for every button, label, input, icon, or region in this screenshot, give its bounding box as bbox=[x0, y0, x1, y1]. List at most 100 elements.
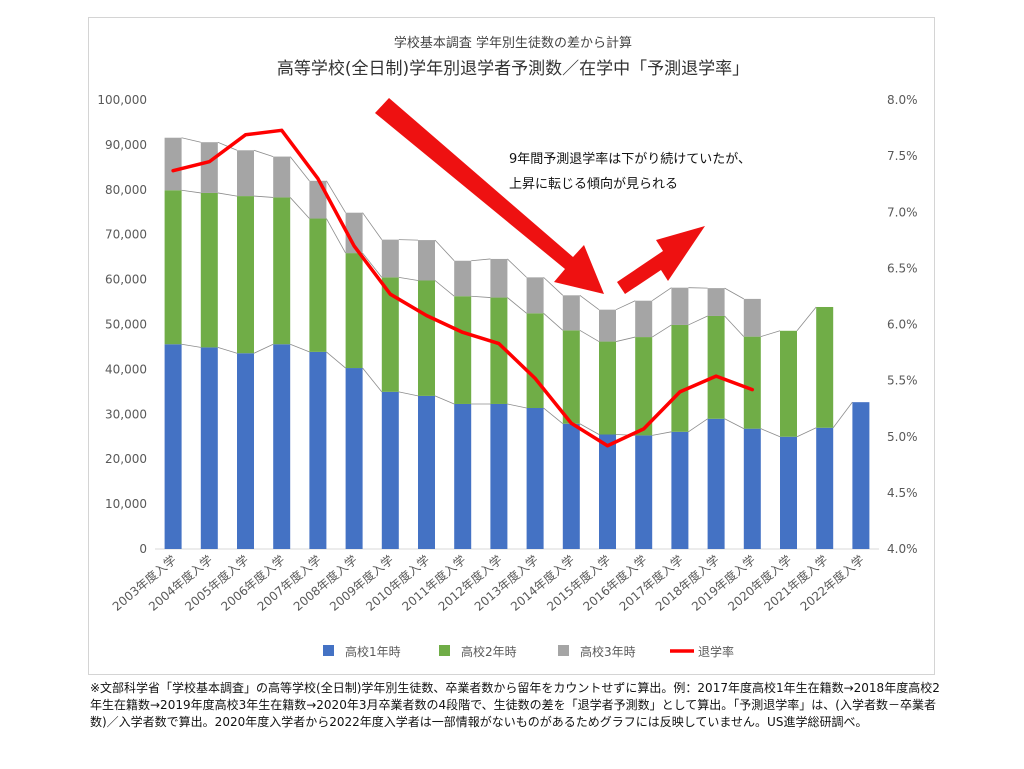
x-axis-tick-label: 2012年度入学 bbox=[435, 552, 505, 614]
bar-second-year bbox=[381, 277, 399, 392]
x-axis-tick-label: 2011年度入学 bbox=[399, 552, 469, 614]
series-connector bbox=[398, 276, 419, 281]
dropout-rate-line bbox=[171, 128, 755, 448]
series-connector bbox=[832, 401, 853, 429]
x-axis-tick-label: 2003年度入学 bbox=[109, 552, 179, 614]
left-axis-tick-label: 70,000 bbox=[105, 228, 147, 242]
bar-third-year bbox=[273, 156, 291, 198]
bar-third-year bbox=[309, 180, 327, 219]
bar-first-year bbox=[707, 418, 725, 549]
right-axis-tick-label: 4.5% bbox=[887, 486, 918, 500]
series-connector bbox=[471, 258, 491, 262]
bar-first-year bbox=[671, 431, 689, 549]
bar-first-year bbox=[852, 402, 870, 549]
bar-first-year bbox=[562, 423, 580, 549]
legend-label: 高校3年時 bbox=[580, 644, 636, 659]
bar-first-year bbox=[454, 403, 472, 549]
series-connector bbox=[253, 195, 274, 198]
legend-marker bbox=[439, 645, 450, 656]
series-connector bbox=[253, 149, 274, 157]
series-connector bbox=[651, 287, 672, 302]
chart-title: 高等学校(全日制)学年別退学者予測数／在学中「予測退学率」 bbox=[277, 59, 749, 79]
bar-third-year bbox=[671, 287, 689, 325]
series-connector bbox=[615, 300, 636, 311]
series-connector bbox=[615, 336, 636, 342]
chart-svg: 学校基本調査 学年別生徒数の差から計算 高等学校(全日制)学年別退学者予測数／在… bbox=[97, 35, 918, 659]
x-axis-tick-label: 2020年度入学 bbox=[725, 552, 795, 614]
x-axis-tick-label: 2009年度入学 bbox=[326, 552, 396, 614]
series-connector bbox=[362, 367, 383, 393]
x-axis-tick-label: 2015年度入学 bbox=[544, 552, 614, 614]
legend-label: 高校1年時 bbox=[345, 644, 401, 659]
bar-first-year bbox=[780, 436, 797, 549]
bar-first-year bbox=[490, 403, 508, 549]
series-connector bbox=[796, 306, 817, 332]
x-axis-tick-label: 2006年度入学 bbox=[218, 552, 288, 614]
bar-first-year bbox=[381, 391, 399, 549]
up-arrow bbox=[617, 226, 705, 294]
bar-second-year bbox=[237, 196, 254, 354]
series-connector bbox=[253, 343, 274, 354]
x-axis-tick-label: 2016年度入学 bbox=[580, 552, 650, 614]
bar-third-year bbox=[418, 240, 435, 281]
series-connector bbox=[398, 391, 419, 397]
x-axis-tick-label: 2018年度入学 bbox=[652, 552, 722, 614]
right-axis-tick-label: 6.0% bbox=[887, 318, 918, 332]
bar-first-year bbox=[418, 395, 435, 549]
right-axis: 4.0% 4.5% 5.0% 5.5% 6.0% 6.5% 7.0% 7.5% 8.0% bbox=[887, 93, 918, 556]
bar-first-year bbox=[273, 344, 291, 549]
series-connector bbox=[434, 280, 455, 297]
bar-first-year bbox=[526, 408, 544, 549]
bar-first-year bbox=[237, 353, 254, 549]
bar-second-year bbox=[345, 253, 363, 369]
chart-frame: 学校基本調査 学年別生徒数の差から計算 高等学校(全日制)学年別退学者予測数／在… bbox=[88, 17, 935, 675]
bar-first-year bbox=[309, 351, 327, 549]
bar-second-year bbox=[454, 296, 472, 404]
bar-second-year bbox=[599, 341, 616, 435]
right-axis-tick-label: 7.0% bbox=[887, 205, 918, 219]
right-axis-tick-label: 6.5% bbox=[887, 261, 918, 275]
annotation-line-1: 9年間予測退学率は下がり続けていたが、 bbox=[509, 151, 751, 167]
series-connector bbox=[543, 312, 564, 331]
left-axis-tick-label: 100,000 bbox=[97, 93, 147, 107]
left-axis-tick-label: 50,000 bbox=[105, 318, 147, 332]
x-axis-tick-label: 2008年度入学 bbox=[290, 552, 360, 614]
legend-label: 高校2年時 bbox=[461, 644, 517, 659]
series-connector bbox=[217, 347, 238, 354]
x-axis-tick-label: 2017年度入学 bbox=[616, 552, 686, 614]
bar-first-year bbox=[200, 347, 218, 549]
bar-second-year bbox=[200, 192, 218, 348]
x-axis-tick-label: 2022年度入学 bbox=[797, 552, 867, 614]
bar-third-year bbox=[454, 260, 472, 297]
bar-first-year bbox=[164, 344, 182, 549]
left-axis-tick-label: 10,000 bbox=[105, 497, 147, 511]
left-axis-tick-label: 40,000 bbox=[105, 362, 147, 376]
legend-label: 退学率 bbox=[698, 644, 734, 659]
series-connector bbox=[507, 403, 527, 409]
series-connector bbox=[724, 315, 745, 337]
series-connector bbox=[796, 427, 817, 438]
series-connector bbox=[652, 431, 672, 436]
series-connector bbox=[688, 315, 708, 326]
bar-third-year bbox=[526, 277, 544, 314]
series-connector bbox=[471, 295, 491, 298]
series-connector bbox=[326, 180, 346, 213]
bar-second-year bbox=[671, 324, 689, 432]
left-axis-tick-label: 20,000 bbox=[105, 452, 147, 466]
left-axis-tick-label: 60,000 bbox=[105, 273, 147, 287]
left-axis-tick-label: 80,000 bbox=[105, 183, 147, 197]
bar-second-year bbox=[707, 315, 725, 419]
series-connector bbox=[543, 407, 564, 425]
annotation-line-2: 上昇に転じる傾向が見られる bbox=[509, 176, 678, 192]
x-axis-tick-label: 2019年度入学 bbox=[688, 552, 758, 614]
x-axis-tick-label: 2021年度入学 bbox=[761, 552, 831, 614]
bar-third-year bbox=[164, 137, 182, 191]
left-axis: 0 10,000 20,000 30,000 40,000 50,000 60,000 70,… bbox=[97, 93, 147, 556]
bar-second-year bbox=[273, 197, 291, 345]
series-connector bbox=[579, 329, 600, 342]
x-axis-tick-label: 2013年度入学 bbox=[471, 552, 541, 614]
series-connector bbox=[760, 330, 781, 338]
series-connector bbox=[181, 189, 201, 194]
bar-third-year bbox=[599, 309, 616, 342]
bars bbox=[164, 137, 870, 549]
